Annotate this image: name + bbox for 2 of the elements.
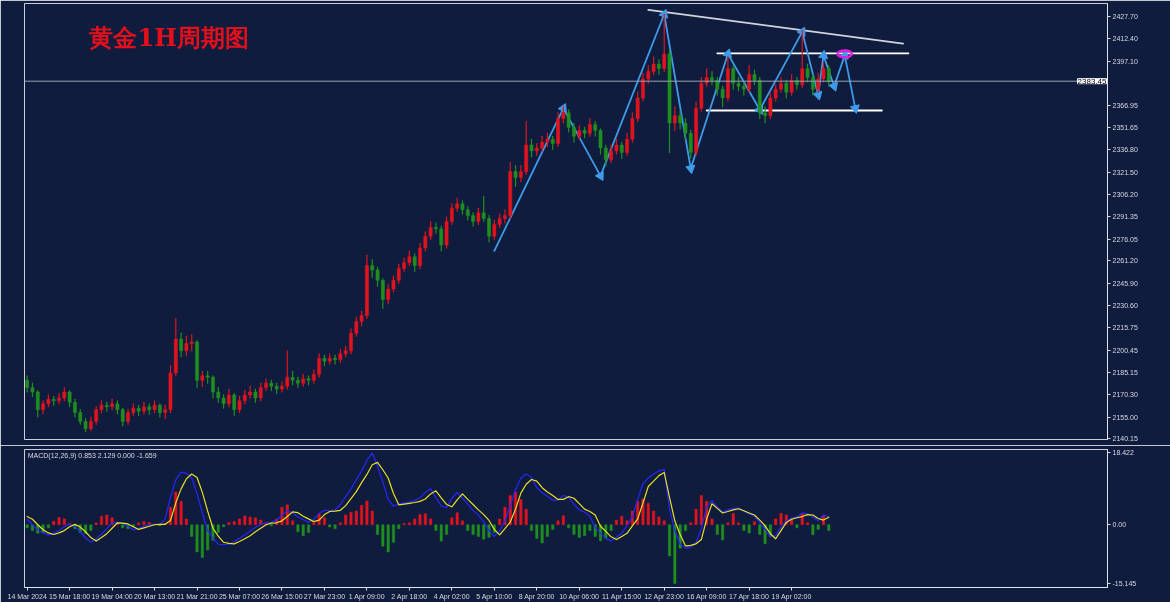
ref-line-label: 2383.45 [1077,76,1108,86]
text: 黄金1H周期图 [88,23,249,53]
